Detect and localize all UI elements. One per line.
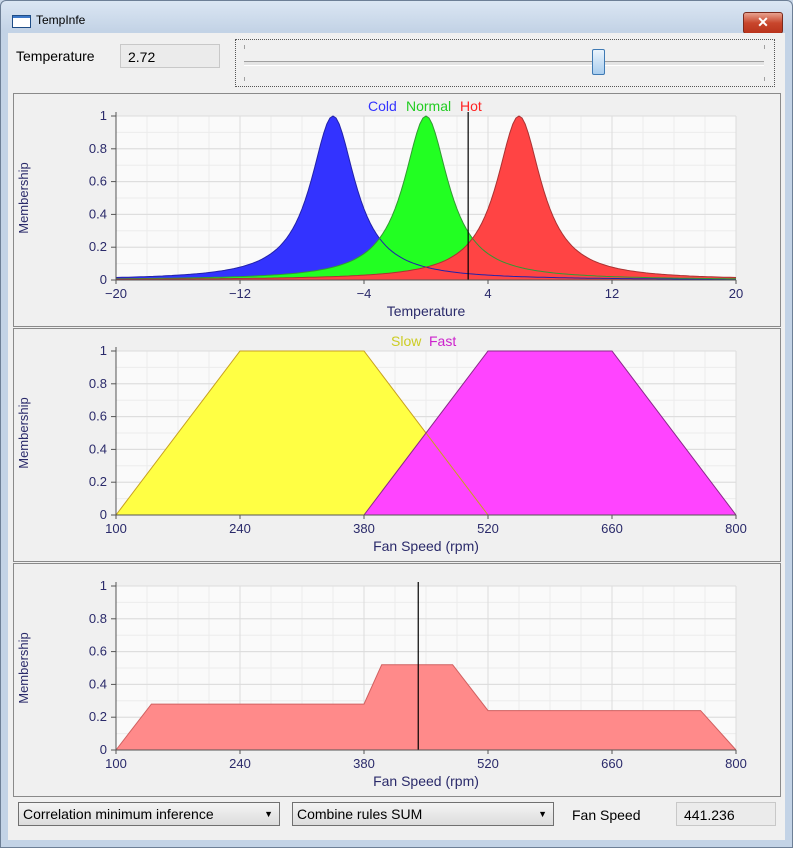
x-tick-label: 20 — [729, 286, 743, 301]
y-axis-title: Membership — [16, 632, 31, 704]
y-tick-label: 0.8 — [89, 141, 107, 156]
x-tick-label: 660 — [601, 756, 623, 771]
output-chart-panel: 100 240 380 520 660 800 0 0.2 0.4 0.6 0.8 1 Fan Spee… — [13, 563, 781, 797]
legend-entry-fast: Fast — [429, 333, 456, 349]
x-tick-label: 12 — [605, 286, 619, 301]
x-tick-label: 240 — [229, 521, 251, 536]
y-tick-label: 0.2 — [89, 709, 107, 724]
combine-rules-select[interactable]: Combine rules SUM ▼ — [292, 802, 554, 826]
slider-tick — [764, 77, 765, 81]
x-axis-title: Fan Speed (rpm) — [373, 538, 479, 554]
y-tick-label: 0.6 — [89, 174, 107, 189]
inference-method-value: Correlation minimum inference — [23, 806, 214, 822]
temperature-label: Temperature — [16, 48, 95, 64]
x-tick-label: 100 — [105, 521, 127, 536]
inference-method-select[interactable]: Correlation minimum inference ▼ — [18, 802, 280, 826]
x-tick-label: 4 — [484, 286, 491, 301]
y-axis-title: Membership — [16, 162, 31, 234]
output-membership-chart: 100 240 380 520 660 800 0 0.2 0.4 0.6 0.8 1 Fan Spee… — [16, 578, 747, 789]
slider-tick — [244, 45, 245, 49]
client-area: Temperature 2.72 −20 −12 −4 4 12 20 0 0.2 0.4 0.6… — [8, 33, 785, 840]
hot-curve — [115, 115, 737, 280]
x-tick-label: 660 — [601, 521, 623, 536]
y-tick-label: 0.8 — [89, 611, 107, 626]
normal-curve — [115, 115, 737, 280]
legend-entry-normal: Normal — [406, 98, 451, 114]
combine-rules-value: Combine rules SUM — [297, 806, 423, 822]
normal-area — [116, 116, 736, 280]
temperature-chart-panel: −20 −12 −4 4 12 20 0 0.2 0.4 0.6 0.8 1 Temperature Me… — [13, 93, 781, 327]
output-area — [116, 664, 736, 750]
fan-speed-chart-panel: 100 240 380 520 660 800 0 0.2 0.4 0.6 0.8 1 Fan Spee… — [13, 328, 781, 562]
y-tick-label: 0 — [100, 272, 107, 287]
slider-tick — [764, 45, 765, 49]
y-tick-label: 0.4 — [89, 206, 107, 221]
y-tick-label: 0.6 — [89, 409, 107, 424]
temperature-value: 2.72 — [120, 44, 220, 68]
x-tick-label: 800 — [725, 521, 747, 536]
window-title: TempInfe — [36, 13, 86, 27]
slider-track[interactable] — [244, 61, 764, 66]
y-tick-label: 0.2 — [89, 474, 107, 489]
legend-entry-hot: Hot — [460, 98, 482, 114]
y-tick-label: 0.8 — [89, 376, 107, 391]
y-tick-label: 1 — [100, 578, 107, 593]
title-bar[interactable]: TempInfe ✕ — [1, 1, 792, 34]
fan-speed-label: Fan Speed — [572, 807, 641, 823]
fan-speed-value: 441.236 — [676, 802, 776, 826]
y-tick-label: 0 — [100, 507, 107, 522]
x-tick-label: 380 — [353, 756, 375, 771]
x-axis-title: Temperature — [387, 303, 466, 319]
y-axis-title: Membership — [16, 397, 31, 469]
chevron-down-icon: ▼ — [538, 809, 547, 819]
output-curve — [115, 664, 737, 751]
y-tick-label: 1 — [100, 108, 107, 123]
x-tick-label: 520 — [477, 756, 499, 771]
chevron-down-icon: ▼ — [264, 809, 273, 819]
x-tick-label: −4 — [357, 286, 372, 301]
slider-tick — [244, 77, 245, 81]
x-tick-label: −12 — [229, 286, 251, 301]
x-tick-label: 800 — [725, 756, 747, 771]
x-tick-label: 100 — [105, 756, 127, 771]
x-tick-label: 380 — [353, 521, 375, 536]
x-tick-label: −20 — [105, 286, 127, 301]
legend-entry-slow: Slow — [391, 333, 422, 349]
x-axis-title: Fan Speed (rpm) — [373, 773, 479, 789]
window-icon — [12, 15, 31, 28]
fast-curve — [363, 350, 737, 516]
x-tick-label: 520 — [477, 521, 499, 536]
y-tick-label: 0.4 — [89, 441, 107, 456]
temperature-slider[interactable] — [235, 39, 775, 87]
slider-thumb[interactable] — [591, 49, 605, 75]
y-tick-label: 0.2 — [89, 239, 107, 254]
x-tick-label: 240 — [229, 756, 251, 771]
temperature-membership-chart: −20 −12 −4 4 12 20 0 0.2 0.4 0.6 0.8 1 Temperature Me… — [16, 98, 743, 319]
y-tick-label: 1 — [100, 343, 107, 358]
y-tick-label: 0 — [100, 742, 107, 757]
legend-entry-cold: Cold — [368, 98, 397, 114]
fan-speed-membership-chart: 100 240 380 520 660 800 0 0.2 0.4 0.6 0.8 1 Fan Spee… — [16, 333, 747, 554]
y-tick-label: 0.4 — [89, 676, 107, 691]
close-button[interactable]: ✕ — [743, 12, 783, 34]
y-tick-label: 0.6 — [89, 644, 107, 659]
